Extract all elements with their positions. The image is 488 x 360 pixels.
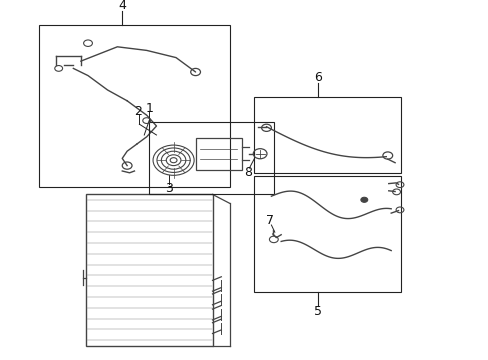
- Bar: [149, 122, 273, 194]
- Text: 5: 5: [313, 305, 321, 318]
- Text: 6: 6: [313, 71, 321, 84]
- Text: 2: 2: [134, 105, 142, 118]
- Bar: [254, 97, 400, 173]
- Text: 3: 3: [164, 182, 172, 195]
- Circle shape: [360, 197, 367, 202]
- Text: 1: 1: [145, 102, 153, 114]
- Text: 4: 4: [118, 0, 126, 12]
- Bar: [39, 25, 229, 187]
- Bar: [254, 176, 400, 292]
- Bar: [85, 194, 212, 346]
- Bar: [195, 138, 242, 170]
- Text: 8: 8: [244, 166, 252, 179]
- Text: 7: 7: [266, 214, 274, 227]
